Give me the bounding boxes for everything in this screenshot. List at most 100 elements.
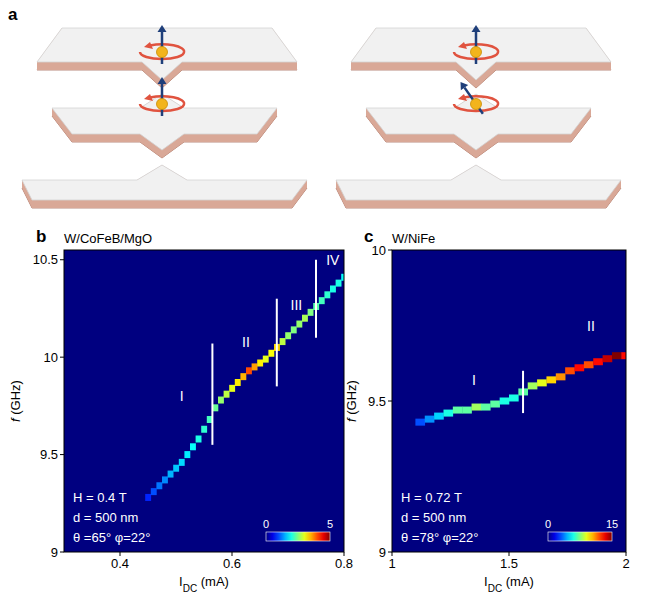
y-tick [388,250,392,251]
y-tick [388,552,392,553]
cell [612,352,622,359]
cell [190,443,196,450]
colorbar [266,532,330,541]
y-tick [60,454,64,455]
annotation: H = 0.4 T [73,490,127,505]
region-label: II [242,334,250,350]
panel-label: b [36,227,46,246]
cell [425,416,435,423]
cell [462,407,472,414]
colorbar-tick-label: 15 [606,518,618,530]
slab-edge [346,200,606,208]
y-axis-title-part: (GHz) [8,380,23,418]
x-axis-title-part: (mA) [502,574,534,589]
x-axis-title-part: DC [488,583,502,594]
region-label: IV [326,252,340,268]
cell [603,355,613,362]
y-axis-title: f (GHz) [8,380,23,422]
spin-arrow [465,88,483,114]
device [336,25,621,208]
cell [291,326,297,333]
colorbar-tick-label: 5 [327,518,333,530]
x-axis-title-part: DC [183,583,197,594]
spin-arrowhead [472,25,481,32]
cell [336,280,342,287]
spin-sphere [471,99,482,110]
region-boundary [522,371,524,413]
cell [453,407,463,414]
cell [621,352,626,359]
cell [509,394,519,401]
panel: cW/NiFeIIIH = 0.72 Td = 500 nmθ =78° φ=2… [344,227,631,594]
plot-background [392,250,626,552]
cell [324,291,330,298]
cell [481,404,491,411]
cell [184,451,190,458]
region-label: II [587,318,595,334]
cell [528,382,538,389]
title: W/CoFeB/MgO [64,231,152,246]
cell [224,391,230,398]
slab-edge [182,62,297,70]
x-tick-label: 0.4 [111,556,129,571]
panel: bW/CoFeB/MgOIIIIIIIVH = 0.4 Td = 500 nmθ… [8,227,353,594]
x-tick-label: 2 [622,556,629,571]
cell [235,379,241,386]
slab-edge [32,200,292,208]
cell [257,360,263,367]
cell [173,465,179,472]
heatmap-cells [145,260,344,501]
orbit-arrowhead [144,94,153,101]
cell [584,361,594,368]
panel-label: a [8,5,18,24]
y-tick [60,552,64,553]
slab-top [37,28,297,80]
cell [240,373,246,380]
spin-arrowhead [461,82,469,90]
slab-edge [184,134,257,142]
cell [490,401,500,408]
plot-frame [392,250,626,552]
annotation: d = 500 nm [73,510,138,525]
heatmap-cells [415,352,626,425]
y-tick-label: 10 [372,243,386,258]
cell [156,482,162,489]
cell [218,397,224,404]
x-tick-label: 0.8 [335,556,353,571]
y-tick-label: 9.5 [40,447,58,462]
cell [319,297,325,304]
slab-top [366,94,591,150]
slab-edge [351,62,456,70]
spin-arrowhead [158,77,167,84]
slab-top [336,165,621,200]
region-label: I [472,372,476,388]
cell [308,309,314,316]
annotation: d = 500 nm [401,510,466,525]
slab-edge [496,62,611,70]
plot-frame [64,250,344,552]
y-tick-label: 10.5 [33,252,58,267]
cell [500,398,510,405]
y-tick-label: 10 [44,350,58,365]
y-tick [60,259,64,260]
spin-sphere [157,47,168,58]
y-tick [60,357,64,358]
cell [196,435,202,442]
slab-edge [72,134,140,142]
region-boundary [276,299,278,387]
annotation: θ =65° φ=22° [73,530,150,545]
cell [565,367,575,374]
orbit-arrowhead [458,94,467,101]
slab-top [351,28,611,80]
x-axis-title-part: (mA) [197,574,229,589]
region-label: III [291,297,303,313]
y-tick-label: 9 [379,545,386,560]
region-boundary [315,260,317,338]
cell [593,358,603,365]
cell [229,385,235,392]
cell [537,379,547,386]
y-tick-label: 9 [51,545,58,560]
y-axis-title: f (GHz) [344,380,359,422]
x-axis-title: IDC (mA) [484,574,534,594]
y-tick-label: 9.5 [368,394,386,409]
